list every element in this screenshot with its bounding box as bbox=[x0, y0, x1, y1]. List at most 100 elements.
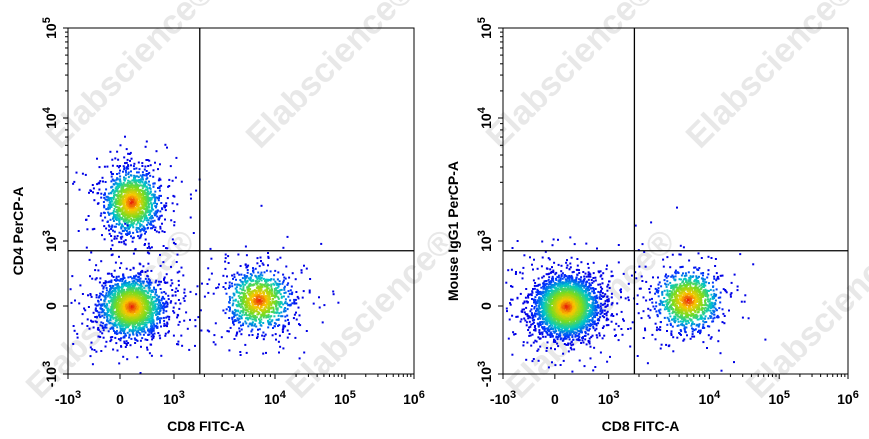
event-dot bbox=[159, 288, 162, 290]
event-dot bbox=[153, 195, 156, 197]
event-dot bbox=[152, 322, 155, 324]
event-dot bbox=[144, 314, 146, 317]
event-dot bbox=[132, 281, 135, 284]
event-dot bbox=[110, 296, 113, 299]
event-dot bbox=[144, 271, 147, 273]
event-dot bbox=[143, 244, 146, 246]
x-axis-title: CD8 FITC-A bbox=[167, 418, 245, 434]
event-dot bbox=[121, 223, 124, 226]
event-dot bbox=[153, 311, 156, 314]
event-dot bbox=[119, 190, 122, 193]
event-dot bbox=[260, 324, 263, 327]
event-dot bbox=[295, 311, 297, 314]
event-dot bbox=[99, 315, 102, 318]
event-dot bbox=[132, 179, 135, 182]
event-dot bbox=[115, 223, 118, 225]
event-dot bbox=[106, 220, 109, 223]
event-dot bbox=[621, 333, 624, 336]
event-dot bbox=[138, 206, 141, 209]
event-dot bbox=[245, 265, 248, 268]
event-dot bbox=[132, 327, 135, 330]
event-dot bbox=[145, 173, 148, 175]
event-dot bbox=[143, 189, 146, 192]
event-dot bbox=[126, 208, 129, 211]
event-dot bbox=[125, 233, 127, 236]
event-dot bbox=[264, 285, 267, 288]
event-dot bbox=[102, 309, 105, 312]
event-dot bbox=[236, 304, 239, 307]
event-dot bbox=[130, 200, 133, 203]
event-dot bbox=[137, 208, 140, 211]
event-dot bbox=[140, 328, 143, 331]
event-dot bbox=[116, 283, 119, 285]
event-dot bbox=[140, 196, 143, 199]
event-dot bbox=[124, 184, 127, 187]
event-dot bbox=[103, 193, 106, 196]
event-dot bbox=[149, 184, 151, 187]
event-dot bbox=[101, 332, 104, 335]
event-dot bbox=[270, 293, 273, 296]
event-dot bbox=[282, 279, 285, 282]
event-dot bbox=[129, 209, 132, 212]
event-dot bbox=[138, 295, 141, 298]
event-dot bbox=[99, 277, 102, 280]
event-dot bbox=[598, 332, 601, 335]
event-dot bbox=[123, 308, 126, 311]
event-dot bbox=[121, 285, 124, 288]
event-dot bbox=[125, 171, 128, 174]
event-dot bbox=[127, 312, 130, 315]
event-dot bbox=[99, 307, 102, 310]
event-dot bbox=[269, 289, 271, 292]
event-dot bbox=[128, 207, 131, 210]
event-dot bbox=[166, 247, 169, 250]
event-dot bbox=[158, 295, 161, 298]
event-dot bbox=[71, 275, 74, 278]
event-dot bbox=[275, 338, 277, 341]
event-dot bbox=[125, 308, 128, 310]
event-dot bbox=[85, 246, 88, 249]
event-dot bbox=[146, 188, 149, 191]
event-dot bbox=[120, 241, 123, 244]
event-dot bbox=[212, 341, 215, 344]
event-dot bbox=[231, 282, 233, 285]
event-dot bbox=[110, 247, 112, 250]
event-dot bbox=[278, 351, 280, 354]
event-dot bbox=[148, 289, 151, 292]
event-dot bbox=[139, 319, 142, 322]
event-dot bbox=[154, 202, 157, 205]
event-dot bbox=[96, 328, 99, 331]
event-dot bbox=[231, 304, 234, 307]
event-dot bbox=[106, 303, 108, 306]
event-dot bbox=[276, 278, 279, 281]
event-dot bbox=[137, 181, 140, 184]
event-dot bbox=[125, 313, 128, 315]
event-dot bbox=[158, 283, 161, 286]
event-dot bbox=[257, 333, 259, 336]
event-dot bbox=[284, 319, 287, 322]
event-dot bbox=[114, 216, 117, 219]
event-dot bbox=[101, 234, 103, 237]
event-dot bbox=[108, 199, 111, 202]
event-dot bbox=[175, 287, 178, 290]
event-dot bbox=[143, 168, 146, 171]
event-dot bbox=[136, 318, 139, 321]
event-dot bbox=[100, 260, 103, 263]
event-dot bbox=[152, 305, 155, 308]
event-dot bbox=[91, 184, 94, 186]
event-dot bbox=[142, 201, 145, 204]
event-dot bbox=[233, 273, 236, 276]
event-dot bbox=[81, 293, 84, 295]
event-dot bbox=[154, 161, 156, 164]
event-dot bbox=[270, 283, 273, 286]
event-dot bbox=[148, 352, 151, 355]
event-dot bbox=[127, 288, 130, 291]
event-dot bbox=[121, 210, 124, 213]
event-dot bbox=[143, 286, 146, 289]
event-dot bbox=[256, 262, 259, 265]
event-dot bbox=[120, 203, 123, 206]
event-dot bbox=[143, 305, 146, 308]
event-dot bbox=[165, 273, 168, 276]
event-dot bbox=[117, 300, 120, 303]
event-dot bbox=[123, 218, 126, 221]
event-dot bbox=[129, 329, 132, 332]
